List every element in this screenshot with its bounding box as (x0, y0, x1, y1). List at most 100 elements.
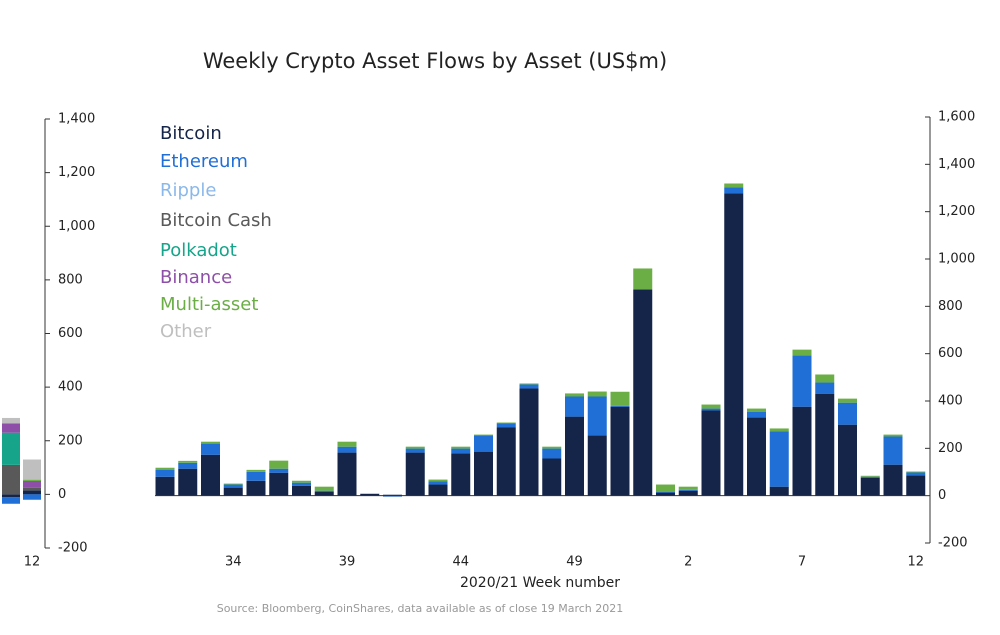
bar-segment (2, 432, 20, 465)
y-tick-label: -200 (58, 541, 88, 556)
bar-segment (474, 434, 493, 436)
bar-segment (678, 490, 698, 496)
bar-segment (587, 396, 607, 436)
bar-segment (155, 469, 175, 477)
bar-segment (2, 417, 20, 424)
bar-segment (792, 355, 812, 407)
bar-segment (23, 494, 41, 500)
bar-segment (451, 448, 471, 454)
y-tick-label: 1,400 (58, 112, 95, 127)
bar-segment (155, 467, 175, 470)
bar-segment (23, 480, 41, 488)
bar-segment (496, 427, 516, 496)
bar-segment (587, 435, 607, 496)
bar-segment (155, 476, 175, 496)
bar-segment (860, 476, 880, 478)
bar-segment (656, 484, 675, 492)
bar-segment (337, 441, 357, 447)
y2-tick-label: 1,000 (938, 252, 975, 267)
bar-segment (860, 475, 880, 477)
bar-segment (633, 268, 653, 290)
bar-segment (292, 480, 311, 483)
bar-segment (815, 374, 835, 383)
bar-segment (314, 490, 334, 492)
bar-segment (246, 471, 266, 481)
bar-segment (246, 469, 266, 472)
y-tick-label: 1,200 (58, 165, 95, 180)
bar-segment (565, 396, 584, 417)
bar-segment (542, 448, 562, 459)
bar-segment (724, 187, 744, 194)
bar-segment (815, 393, 835, 496)
y-tick-label: 400 (58, 380, 83, 395)
chart-title: Weekly Crypto Asset Flows by Asset (US$m… (203, 49, 667, 73)
bar-segment (769, 431, 789, 487)
bar-segment (542, 458, 562, 496)
bar-segment (428, 479, 448, 482)
bar-segment (314, 486, 334, 491)
bar-segment (724, 183, 744, 188)
bar-segment (542, 446, 562, 449)
bar-segment (838, 424, 857, 496)
bar-segment (405, 446, 425, 449)
legend-entry: Ethereum (160, 151, 248, 172)
bar-segment (23, 487, 41, 491)
y2-tick-label: 1,200 (938, 204, 975, 219)
bar-segment (906, 475, 926, 496)
bar-segment (792, 406, 812, 496)
bar-segment (701, 408, 721, 411)
bar-segment (337, 446, 357, 453)
bar-segment (246, 480, 266, 496)
bar-segment (337, 452, 357, 496)
y-tick-label: 0 (58, 487, 66, 502)
bar-segment (201, 441, 220, 444)
bar-segment (451, 453, 471, 496)
y2-tick-label: 600 (938, 346, 963, 361)
bar-segment (405, 452, 425, 496)
bar-segment (269, 472, 289, 496)
legend-entry: Ripple (160, 180, 216, 201)
bar-segment (201, 454, 220, 496)
bar-segment (678, 489, 698, 491)
bar-segment (610, 391, 630, 406)
bar-segment (2, 464, 20, 495)
x-tick-label: 2 (684, 555, 692, 570)
x-tick-label: 34 (225, 555, 242, 570)
y2-tick-label: 0 (938, 488, 946, 503)
x-tick-label: 12 (24, 555, 41, 570)
y2-tick-label: 1,600 (938, 110, 975, 125)
bar-segment (906, 472, 926, 476)
bar-segment (178, 460, 198, 463)
x-axis-label: 2020/21 Week number (460, 575, 620, 591)
bar-segment (792, 349, 812, 356)
bar-segment (519, 383, 539, 385)
bar-segment (633, 289, 653, 496)
bar-segment (2, 497, 20, 504)
bar-segment (769, 486, 789, 496)
bar-segment (610, 406, 630, 496)
bar-segment (883, 436, 903, 465)
bar-segment (178, 468, 198, 496)
bar-segment (223, 484, 243, 488)
bar-segment (451, 446, 471, 449)
bar-segment (428, 484, 448, 496)
bar-segment (519, 388, 539, 496)
bar-segment (223, 487, 243, 496)
bar-segment (292, 482, 311, 486)
bar-segment (178, 462, 198, 469)
y2-tick-label: 400 (938, 394, 963, 409)
bar-segment (883, 464, 903, 496)
bar-segment (405, 448, 425, 453)
bar-segment (587, 391, 607, 397)
x-tick-label: 7 (798, 555, 806, 570)
bar-segment (314, 491, 334, 496)
legend-entry: Binance (160, 267, 232, 288)
bar-segment (883, 434, 903, 437)
bar-segment (769, 428, 789, 432)
x-tick-label: 44 (452, 555, 469, 570)
bar-segment (860, 477, 880, 496)
legend-entry: Bitcoin Cash (160, 210, 272, 231)
bar-segment (519, 384, 539, 389)
bar-segment (747, 408, 766, 412)
